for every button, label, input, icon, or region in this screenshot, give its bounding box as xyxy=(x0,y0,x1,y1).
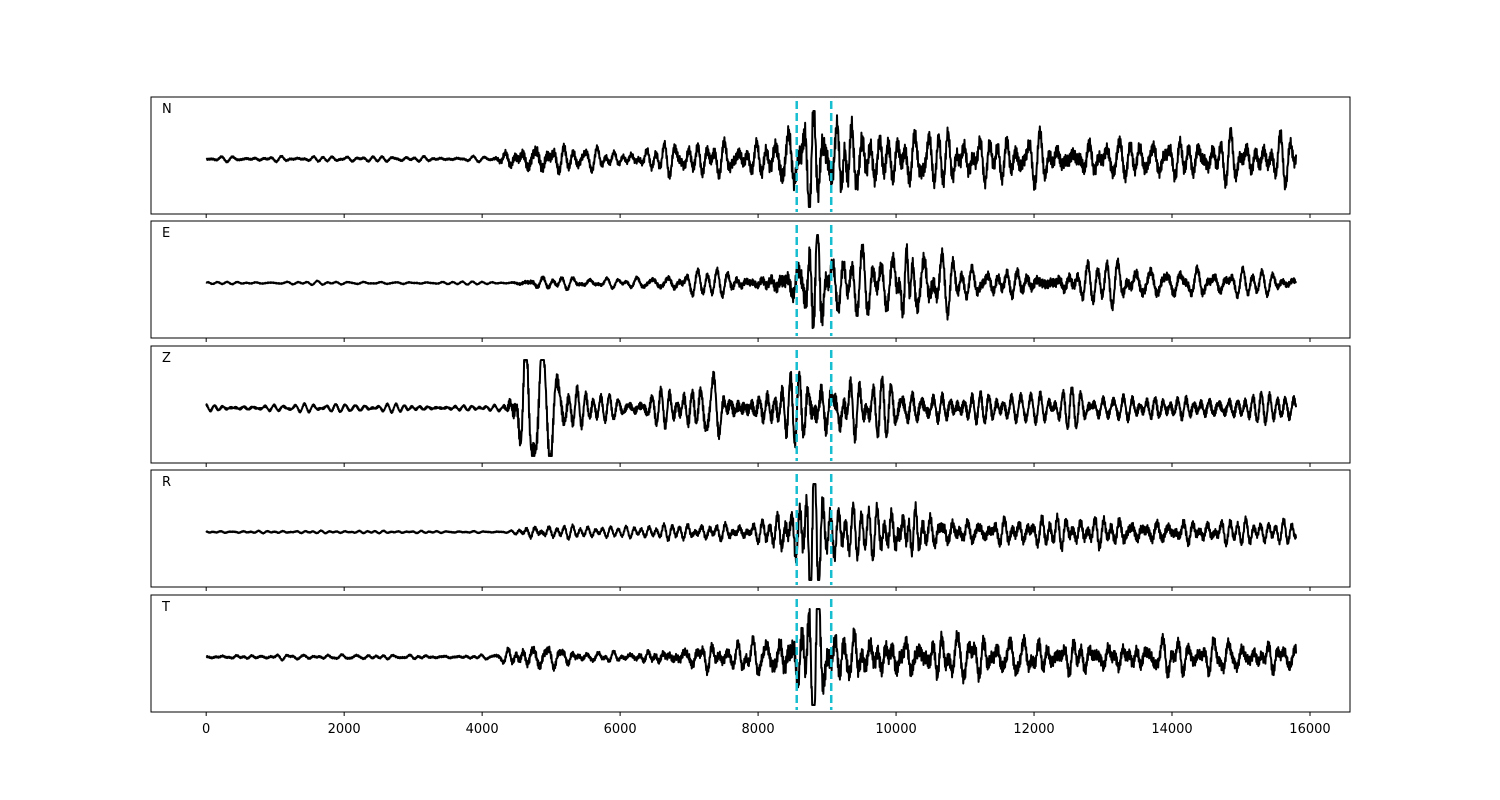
waveform-trace xyxy=(205,608,1298,706)
waveform-trace xyxy=(205,483,1298,581)
trace-panel-r: R xyxy=(150,469,1351,591)
panel-frame xyxy=(150,96,1351,215)
panel-label: T xyxy=(161,600,170,615)
x-tick-label: 10000 xyxy=(875,722,916,737)
panel-frame xyxy=(150,345,1351,464)
trace-panel-e: E xyxy=(150,220,1351,342)
x-tick-label: 0 xyxy=(202,722,210,737)
panel-label: R xyxy=(162,475,171,490)
trace-panel-z: Z xyxy=(150,345,1351,467)
trace-panel-t: T xyxy=(150,594,1351,716)
panel-frame xyxy=(150,594,1351,713)
waveform-trace xyxy=(205,234,1297,330)
x-tick-label: 8000 xyxy=(742,722,775,737)
waveform-trace xyxy=(205,110,1298,208)
panel-frame xyxy=(150,220,1351,339)
x-tick-label: 12000 xyxy=(1013,722,1054,737)
panel-frame xyxy=(150,469,1351,588)
x-tick-label: 6000 xyxy=(604,722,637,737)
x-tick-label: 14000 xyxy=(1151,722,1192,737)
panel-label: Z xyxy=(162,351,171,366)
x-tick-label: 16000 xyxy=(1289,722,1330,737)
x-tick-label: 4000 xyxy=(466,722,499,737)
x-tick-label: 2000 xyxy=(328,722,361,737)
trace-panels: N E Z R T xyxy=(150,96,1351,716)
x-axis: 0 2000 4000 6000 8000 10000 12000 14000 16000 xyxy=(202,722,1331,737)
panel-label: N xyxy=(162,102,172,117)
panel-label: E xyxy=(162,226,170,241)
waveform-trace xyxy=(205,359,1298,457)
trace-panel-n: N xyxy=(150,96,1351,218)
